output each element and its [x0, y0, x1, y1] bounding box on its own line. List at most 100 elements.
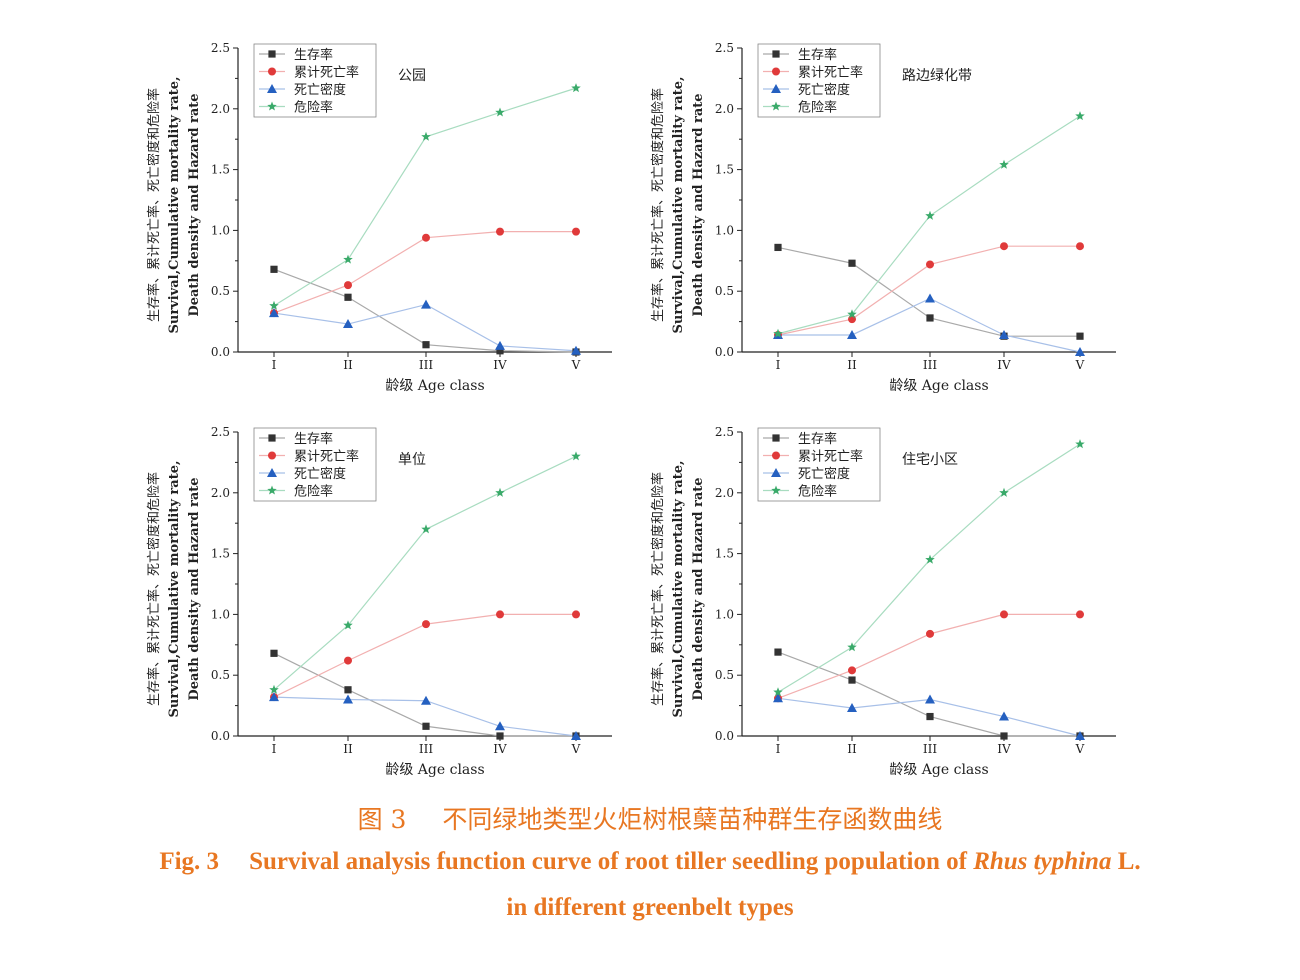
data-point-s4-3: [421, 524, 431, 534]
y-tick-label: 1.0: [715, 223, 734, 237]
legend-marker-circle: [268, 67, 276, 76]
data-point-s3-5: [571, 731, 581, 740]
data-point-s2-3: [926, 629, 934, 638]
y-axis-label: 生存率、累计死亡率、死亡密度和危险率: [650, 88, 666, 322]
y-tick-label: 1.5: [715, 163, 734, 177]
legend-marker-square: [268, 50, 276, 58]
data-point-s4-5: [571, 83, 581, 93]
chart-grid: 0.00.51.01.52.02.5I II III IV V龄级 Age class生…: [146, 41, 1116, 778]
data-point-s1-1: [774, 648, 782, 656]
panel-annotation: 单位: [398, 452, 426, 468]
data-point-s4-2: [343, 254, 353, 264]
data-point-s1-3: [422, 341, 430, 349]
data-point-s2-5: [572, 227, 580, 236]
legend-label: 生存率: [798, 47, 837, 63]
data-point-s2-2: [344, 281, 352, 290]
legend-marker-triangle: [771, 84, 781, 93]
data-point-s4-3: [925, 210, 935, 220]
data-point-s4-1: [269, 300, 279, 310]
y-axis-label: Death density and Hazard rate: [691, 93, 706, 316]
x-tick-label: V: [1075, 358, 1085, 372]
data-point-s4-1: [773, 687, 783, 697]
data-point-s4-1: [773, 328, 783, 338]
data-point-s2-4: [496, 227, 504, 236]
data-point-s4-2: [847, 309, 857, 319]
data-point-s4-4: [495, 487, 505, 497]
series-line-2: [777, 613, 1080, 699]
legend-label: 危险率: [294, 100, 333, 116]
data-point-s4-5: [571, 451, 581, 461]
data-point-s3-3: [925, 293, 935, 303]
legend-label: 死亡密度: [798, 466, 850, 482]
data-point-s3-2: [343, 694, 353, 704]
y-tick-label: 1.0: [211, 223, 230, 237]
data-point-s1-4: [496, 347, 504, 355]
data-point-s1-5: [1076, 332, 1084, 340]
y-axis-label: 生存率、累计死亡率、死亡密度和危险率: [146, 88, 162, 322]
data-point-s3-4: [495, 721, 505, 731]
x-tick-label: II: [847, 358, 857, 372]
legend-marker-star: [267, 101, 277, 111]
y-tick-label: 2.5: [211, 425, 230, 439]
legend-label: 死亡密度: [798, 82, 850, 98]
chart-panel-1: 0.00.51.01.52.02.5I II III IV V龄级 Age class生…: [146, 41, 612, 394]
y-tick-label: 2.0: [715, 486, 734, 500]
x-tick-label: II: [343, 742, 353, 756]
caption-en-species: Rhus typhina: [973, 848, 1112, 875]
caption-en-text: Survival analysis function curve of root…: [249, 848, 967, 875]
data-point-s1-3: [926, 314, 934, 322]
x-tick-label: III: [923, 358, 937, 372]
data-point-s4-5: [1075, 111, 1085, 121]
y-axis-label: Survival,Cumulative mortality rate,: [167, 460, 182, 717]
caption-cn: 图 3 不同绿地类型火炬树根蘖苗种群生存函数曲线: [0, 800, 1300, 836]
data-point-s2-2: [848, 666, 856, 675]
data-point-s1-4: [496, 732, 504, 740]
data-point-s4-4: [495, 107, 505, 117]
caption-en-number: Fig. 3: [159, 848, 220, 875]
data-point-s4-3: [925, 554, 935, 564]
legend-label: 生存率: [798, 431, 837, 447]
x-tick-label: I: [272, 358, 277, 372]
data-point-s3-1: [269, 308, 279, 318]
data-point-s3-3: [421, 299, 431, 309]
y-tick-label: 1.5: [211, 163, 230, 177]
data-point-s3-1: [269, 692, 279, 702]
y-axis-label: Death density and Hazard rate: [187, 477, 202, 700]
y-tick-label: 1.0: [715, 607, 734, 621]
x-tick-label: V: [571, 742, 581, 756]
legend-marker-star: [771, 485, 781, 495]
data-point-s1-2: [848, 676, 856, 684]
data-point-s4-2: [847, 642, 857, 652]
data-point-s3-5: [571, 345, 581, 355]
series-line-4: [273, 87, 577, 307]
x-axis-label: 龄级 Age class: [385, 762, 484, 778]
legend-marker-triangle: [267, 468, 277, 477]
legend-label: 累计死亡率: [798, 449, 863, 465]
y-tick-label: 0.5: [211, 668, 230, 682]
caption-en-line1: Fig. 3 Survival analysis function curve o…: [0, 848, 1300, 876]
legend-label: 累计死亡率: [798, 65, 863, 81]
x-tick-label: III: [419, 742, 433, 756]
y-tick-label: 2.5: [211, 41, 230, 55]
x-tick-label: II: [343, 358, 353, 372]
y-axis-label: Death density and Hazard rate: [691, 477, 706, 700]
x-tick-label: III: [419, 358, 433, 372]
legend-label: 危险率: [294, 484, 333, 500]
y-axis-label: 生存率、累计死亡率、死亡密度和危险率: [146, 472, 162, 706]
y-axis-label: Survival,Cumulative mortality rate,: [671, 460, 686, 717]
data-point-s1-4: [1000, 732, 1008, 740]
legend-marker-circle: [268, 451, 276, 460]
y-tick-label: 0.0: [715, 345, 734, 359]
data-point-s2-3: [926, 260, 934, 269]
data-point-s3-5: [1075, 731, 1085, 740]
data-point-s2-5: [1076, 610, 1084, 619]
y-axis-label: 生存率、累计死亡率、死亡密度和危险率: [650, 472, 666, 706]
y-tick-label: 1.5: [211, 547, 230, 561]
data-point-s4-1: [269, 684, 279, 694]
y-tick-label: 0.0: [211, 345, 230, 359]
legend-marker-star: [267, 485, 277, 495]
data-point-s4-4: [999, 487, 1009, 497]
y-tick-label: 0.0: [715, 729, 734, 743]
legend-label: 死亡密度: [294, 82, 346, 98]
x-axis-label: 龄级 Age class: [889, 762, 988, 778]
